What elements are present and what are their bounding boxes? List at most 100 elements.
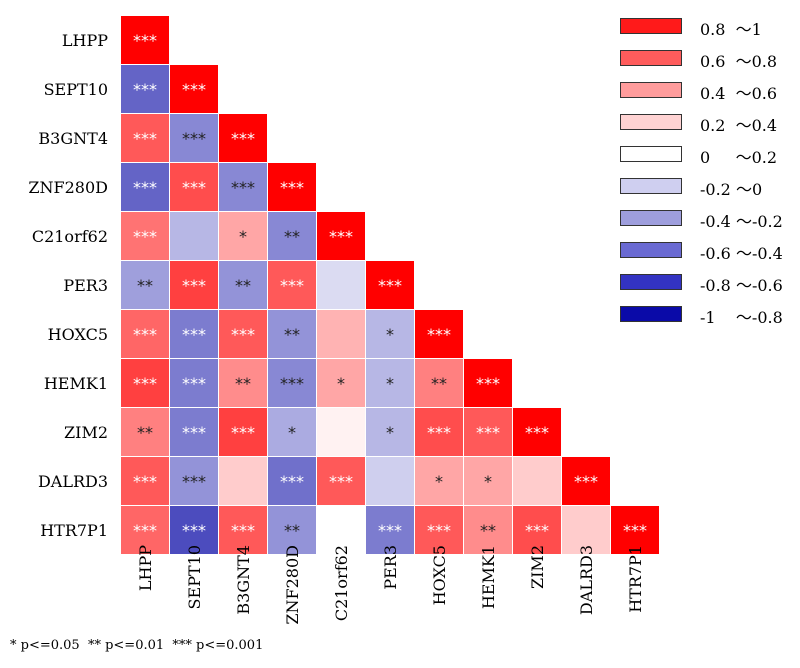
column-label: C21orf62 [332, 545, 351, 621]
row-label: LHPP [62, 31, 108, 50]
row-label: DALRD3 [38, 472, 108, 491]
heatmap-cell [170, 506, 218, 554]
significance-mark: ** [137, 276, 153, 295]
legend-swatch [620, 50, 682, 66]
heatmap-cell [170, 261, 218, 309]
heatmap-cell [317, 212, 365, 260]
heatmap-cell [219, 506, 267, 554]
heatmap-cell [170, 114, 218, 162]
heatmap-cell [317, 506, 365, 554]
significance-mark: ** [480, 521, 496, 540]
heatmap-cell [415, 408, 463, 456]
heatmap-cell [170, 408, 218, 456]
significance-mark: * [386, 374, 394, 393]
heatmap-cell [366, 457, 414, 505]
heatmap-cell [268, 506, 316, 554]
heatmap-cell [268, 457, 316, 505]
significance-mark: *** [231, 178, 255, 197]
heatmap-cell [219, 359, 267, 407]
heatmap-cell [415, 457, 463, 505]
legend-swatch [620, 306, 682, 322]
significance-mark: *** [182, 80, 206, 99]
significance-mark: *** [525, 423, 549, 442]
legend-label: -1 ～-0.8 [700, 308, 783, 327]
heatmap-cell [219, 310, 267, 358]
heatmap-cell [121, 457, 169, 505]
heatmap-cell [513, 457, 561, 505]
row-label: PER3 [63, 276, 108, 295]
significance-mark: *** [427, 325, 451, 344]
column-label: SEPT10 [185, 545, 204, 609]
row-labels: LHPP SEPT10 B3GNT4 ZNF280D C21orf62 PER3 HOXC5… [28, 31, 108, 540]
column-labels: LHPP SEPT10 B3GNT4 ZNF280D C21orf62 PER3 HOXC5… [136, 545, 645, 625]
significance-mark: *** [427, 423, 451, 442]
heatmap-cell [121, 65, 169, 113]
significance-mark: * [288, 423, 296, 442]
legend-label: 0.4 ～0.6 [700, 84, 778, 103]
significance-mark: *** [378, 521, 402, 540]
legend-swatch [620, 82, 682, 98]
significance-mark: *** [182, 325, 206, 344]
heatmap-cell [268, 359, 316, 407]
legend-label: 0.6 ～0.8 [700, 52, 778, 71]
row-label: ZIM2 [64, 423, 108, 442]
heatmap-cell [121, 408, 169, 456]
significance-mark: *** [231, 423, 255, 442]
legend-label: -0.8 ～-0.6 [700, 276, 783, 295]
heatmap-cell [121, 212, 169, 260]
row-label: B3GNT4 [38, 129, 108, 148]
heatmap-cell [268, 310, 316, 358]
significance-mark: *** [280, 178, 304, 197]
heatmap-cell [317, 359, 365, 407]
significance-mark: *** [133, 129, 157, 148]
significance-mark: *** [182, 129, 206, 148]
heatmap-cell [268, 408, 316, 456]
significance-mark: *** [133, 374, 157, 393]
row-label: ZNF280D [28, 178, 108, 197]
significance-mark: *** [133, 521, 157, 540]
heatmap-cell [121, 359, 169, 407]
column-label: HTR7P1 [626, 545, 645, 613]
significance-mark: *** [133, 325, 157, 344]
heatmap-cell [121, 163, 169, 211]
heatmap-cell [366, 310, 414, 358]
legend-label: 0.2 ～0.4 [700, 116, 778, 135]
heatmap-cell [170, 310, 218, 358]
legend-swatch [620, 178, 682, 194]
significance-mark: ** [284, 325, 300, 344]
heatmap-cell [415, 310, 463, 358]
significance-mark: *** [231, 129, 255, 148]
significance-mark: *** [182, 276, 206, 295]
heatmap-cell [219, 408, 267, 456]
heatmap-cell [366, 408, 414, 456]
significance-mark: *** [329, 472, 353, 491]
significance-mark: *** [427, 521, 451, 540]
heatmap-cell [366, 506, 414, 554]
heatmap-cell [464, 506, 512, 554]
significance-mark: * [239, 227, 247, 246]
legend-label: -0.6 ～-0.4 [700, 244, 783, 263]
significance-mark: *** [476, 374, 500, 393]
column-label: LHPP [136, 545, 155, 591]
significance-mark: *** [182, 521, 206, 540]
significance-mark: *** [280, 374, 304, 393]
significance-mark: *** [525, 521, 549, 540]
column-label: ZIM2 [528, 545, 547, 589]
column-label: B3GNT4 [234, 545, 253, 615]
legend-label: -0.2 ～0 [700, 180, 763, 199]
heatmap-cell [219, 261, 267, 309]
row-label: HTR7P1 [40, 521, 108, 540]
significance-mark: ** [284, 227, 300, 246]
significance-footnote: * p<=0.05 ** p<=0.01 *** p<=0.001 [10, 638, 264, 653]
legend-swatch [620, 114, 682, 130]
significance-mark: *** [623, 521, 647, 540]
legend-label: -0.4 ～-0.2 [700, 212, 783, 231]
significance-mark: *** [133, 227, 157, 246]
column-label: ZNF280D [283, 545, 302, 625]
significance-mark: *** [133, 178, 157, 197]
significance-mark: *** [231, 325, 255, 344]
row-label: HOXC5 [48, 325, 108, 344]
column-label: HOXC5 [430, 545, 449, 605]
column-label: HEMK1 [479, 545, 498, 609]
row-label: HEMK1 [44, 374, 108, 393]
